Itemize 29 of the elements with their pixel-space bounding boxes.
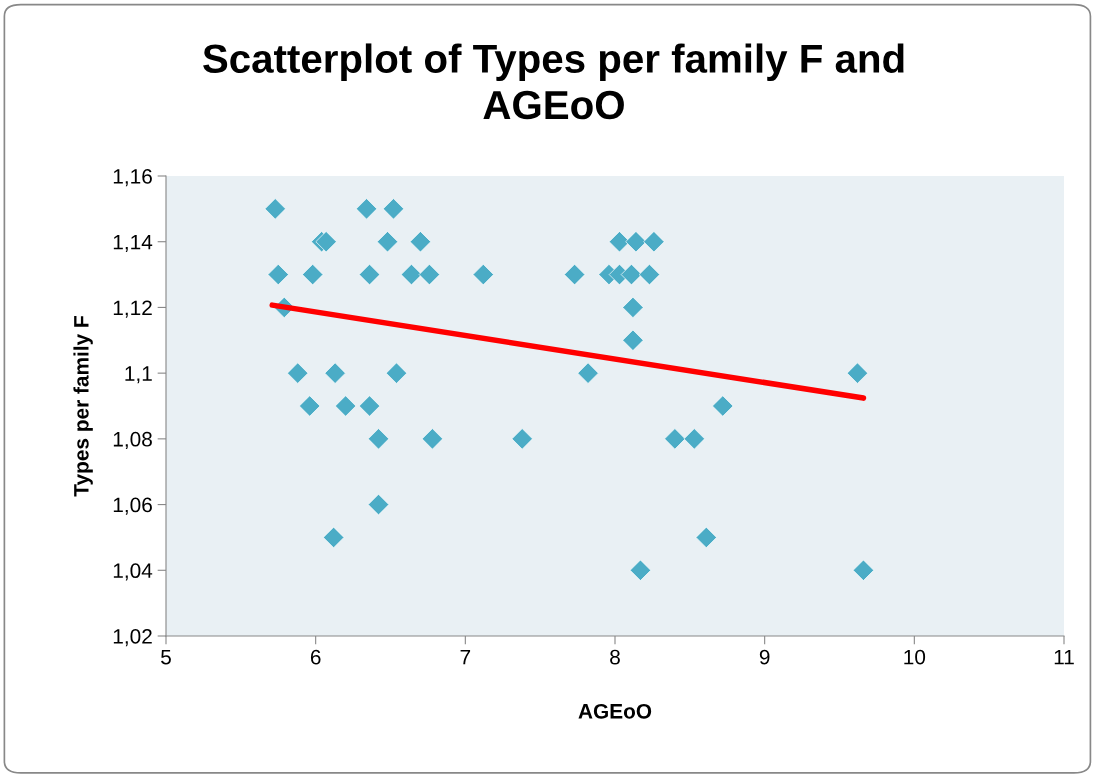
- point: [638, 263, 661, 286]
- point: [712, 395, 734, 417]
- y-tick-label: 1,14: [113, 234, 153, 252]
- y-tick-label: 1,12: [113, 300, 152, 318]
- x-tick-label: 11: [1054, 649, 1074, 665]
- point: [322, 526, 345, 549]
- y-axis-title: Types per family F: [73, 316, 93, 497]
- point: [302, 263, 324, 286]
- point: [563, 263, 586, 286]
- point: [664, 428, 686, 450]
- y-tick-label: 1,02: [113, 629, 152, 647]
- y-tick-label: 1,1: [125, 366, 152, 384]
- y-tick-label: 1,16: [113, 169, 152, 187]
- chart-title: Scatterplot of Types per family F and AGEoO: [203, 43, 904, 120]
- x-tick-label: 8: [610, 649, 620, 665]
- x-tick-label: 9: [759, 649, 770, 665]
- point: [620, 263, 643, 286]
- x-tick-label: 10: [904, 649, 926, 665]
- x-tick-label: 7: [460, 649, 471, 665]
- y-tick-label: 1,04: [113, 563, 153, 581]
- x-tick-label: 5: [161, 649, 171, 665]
- point: [852, 559, 875, 581]
- y-tick-label: 1,06: [113, 497, 152, 515]
- point: [511, 428, 533, 450]
- x-tick-label: 6: [310, 649, 321, 665]
- y-tick-label: 1,08: [113, 431, 152, 450]
- point: [472, 263, 494, 286]
- point: [324, 362, 346, 384]
- x-axis-title: AGEoO: [578, 703, 652, 719]
